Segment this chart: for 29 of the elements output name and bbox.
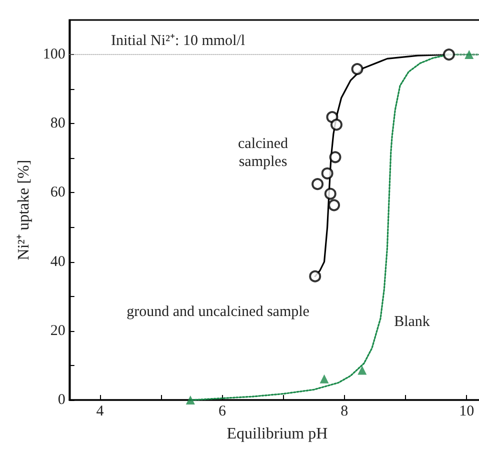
x-axis-title: Equilibrium pH — [226, 426, 328, 442]
x-tick-label: 6 — [218, 404, 226, 420]
y-tick-label: 40 — [50, 254, 66, 270]
annotation: calcined samples — [238, 136, 288, 170]
annotation: Blank — [394, 314, 430, 330]
point — [464, 50, 474, 60]
point — [321, 167, 334, 180]
x-tick-label: 8 — [340, 404, 348, 420]
point — [320, 374, 329, 384]
point — [329, 151, 342, 164]
point — [442, 48, 455, 61]
y-tick-label: 60 — [50, 184, 66, 201]
point — [328, 199, 340, 212]
annotation: Initial Ni²⁺: 10 mmol/l — [110, 33, 246, 49]
point — [358, 366, 367, 375]
y-tick-label: 80 — [50, 116, 66, 132]
x-tick-label: 10 — [459, 404, 474, 420]
y-tick-label: 0 — [58, 392, 66, 408]
annotation: ground and uncalcined sample — [126, 304, 310, 320]
point — [186, 396, 195, 404]
point — [351, 63, 364, 76]
point — [324, 188, 336, 200]
y-tick-label: 20 — [50, 322, 66, 339]
y-axis-title: Ni²⁺ uptake [%] — [16, 160, 32, 260]
point — [330, 118, 342, 131]
point — [312, 178, 324, 190]
point — [309, 270, 322, 282]
y-tick-label: 100 — [42, 46, 66, 63]
x-tick-label: 4 — [96, 404, 104, 420]
